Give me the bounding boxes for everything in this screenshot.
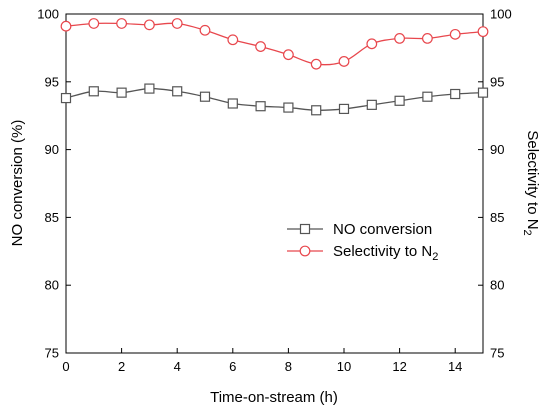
- legend: NO conversion Selectivity to N2: [287, 221, 438, 263]
- y-left-tick-label: 90: [45, 142, 59, 157]
- y-right-tick-label: 90: [490, 142, 504, 157]
- data-point-square: [144, 83, 155, 94]
- series-line: [65, 22, 484, 66]
- data-point-square: [60, 92, 72, 104]
- y-axis-right-title-subscript: 2: [521, 230, 533, 236]
- legend-label-selectivity-main: Selectivity to N: [333, 243, 432, 260]
- y-left-tick-label: 75: [45, 346, 59, 361]
- data-point-square: [283, 102, 294, 113]
- y-right-tick-label: 95: [490, 74, 504, 89]
- data-point-square: [311, 105, 322, 116]
- x-tick-label: 4: [174, 359, 181, 374]
- legend-label-no-conversion: NO conversion: [333, 221, 432, 238]
- data-point-square: [255, 101, 266, 112]
- legend-label-selectivity: Selectivity to N2: [333, 243, 438, 263]
- data-point-circle: [310, 58, 322, 70]
- y-axis-left-title: NO conversion (%): [9, 120, 26, 247]
- data-point-circle: [477, 26, 489, 38]
- x-tick-label: 8: [285, 359, 292, 374]
- y-axis-right-title-main: Selectivity to N: [524, 130, 541, 229]
- x-tick-label: 2: [118, 359, 125, 374]
- data-point-square: [422, 91, 433, 102]
- data-point-square: [116, 87, 127, 98]
- data-point-circle: [338, 56, 350, 67]
- data-point-circle: [227, 34, 239, 46]
- x-axis-title: Time-on-stream (h): [210, 389, 338, 406]
- legend-label-selectivity-subscript: 2: [432, 251, 438, 263]
- series-line: [65, 87, 484, 111]
- y-axis-right-title: Selectivity to N2: [521, 130, 541, 235]
- data-point-square: [338, 103, 350, 115]
- data-point-circle: [283, 49, 294, 61]
- data-point-square: [227, 98, 238, 109]
- x-tick-label: 12: [392, 359, 406, 374]
- data-point-circle: [60, 20, 72, 32]
- x-tick-label: 0: [62, 359, 69, 374]
- y-left-tick-label: 100: [37, 7, 59, 22]
- y-right-tick-label: 80: [490, 278, 504, 293]
- data-point-circle: [422, 33, 433, 44]
- y-left-tick-label: 80: [45, 278, 59, 293]
- y-right-tick-label: 85: [490, 210, 504, 225]
- data-point-circle: [255, 41, 267, 52]
- x-tick-label: 14: [448, 359, 462, 374]
- data-point-circle: [143, 19, 155, 31]
- x-tick-label: 6: [229, 359, 236, 374]
- series-no-conversion: [60, 83, 489, 116]
- data-point-circle: [116, 18, 127, 29]
- series-layer: [60, 18, 489, 116]
- data-point-circle: [366, 38, 378, 50]
- data-point-square: [172, 86, 183, 97]
- series-selectivity: [60, 18, 489, 70]
- data-point-square: [477, 87, 489, 98]
- axis-ticks: 0 2 4 6 8 10 12 14 75 75 80 80 85 85 90 90 95 95 100 100: [37, 7, 511, 375]
- plot-area-frame: [65, 13, 484, 354]
- data-point-circle: [449, 28, 461, 40]
- data-point-circle: [199, 24, 211, 36]
- y-right-tick-label: 75: [490, 346, 504, 361]
- data-point-circle: [88, 18, 100, 29]
- data-point-square: [394, 95, 405, 106]
- x-tick-label: 10: [337, 359, 351, 374]
- data-point-square: [199, 91, 211, 102]
- legend-marker-square: [299, 223, 311, 235]
- y-left-tick-label: 95: [45, 74, 59, 89]
- data-point-square: [366, 99, 377, 110]
- data-point-circle: [394, 33, 406, 44]
- legend-marker-circle: [299, 245, 311, 257]
- y-left-tick-label: 85: [45, 210, 59, 225]
- y-right-tick-label: 100: [490, 7, 512, 22]
- data-point-square: [88, 86, 99, 97]
- data-point-circle: [171, 18, 183, 29]
- data-point-square: [450, 88, 461, 100]
